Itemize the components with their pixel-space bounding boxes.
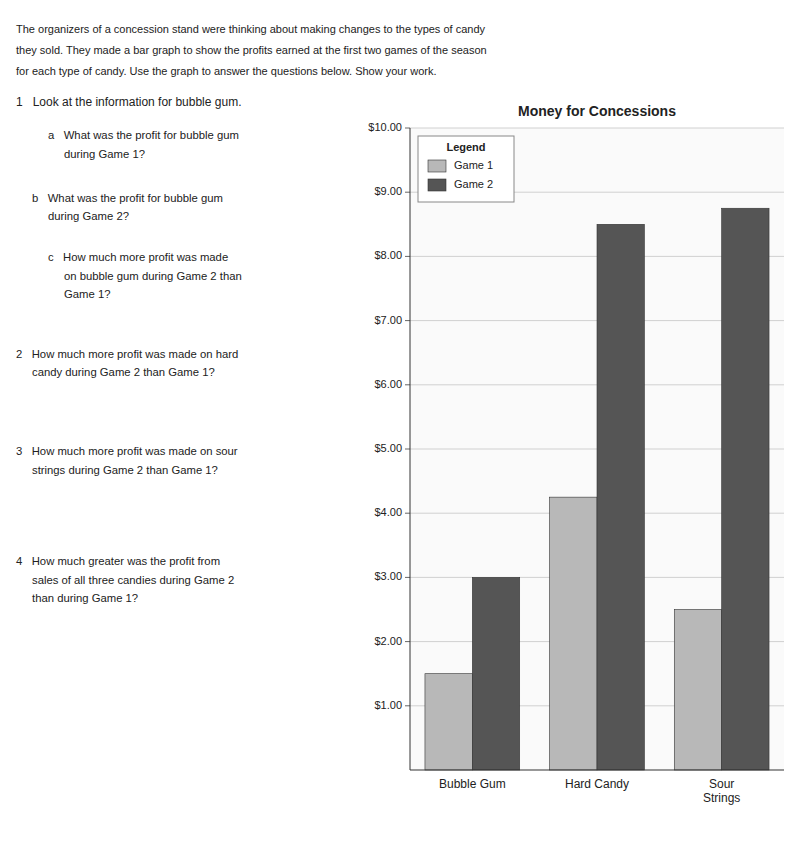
- plot-area: [410, 128, 784, 770]
- bar: [425, 674, 472, 770]
- page-text: The organizers of a concession stand wer…: [16, 23, 486, 35]
- y-tick: [405, 641, 410, 642]
- legend-entry: Game 2: [454, 178, 493, 190]
- bar: [722, 208, 769, 770]
- y-tick: [405, 320, 410, 321]
- page: The organizers of a concession stand wer…: [0, 0, 798, 844]
- page-text: 3 How much more profit was made on sour: [16, 445, 238, 457]
- y-tick: [405, 449, 410, 450]
- legend-swatch: [428, 179, 446, 191]
- legend-title: Legend: [446, 141, 485, 153]
- y-tick-label: $3.00: [374, 570, 402, 582]
- chart-title: Money for Concessions: [518, 103, 676, 119]
- page-text: on bubble gum during Game 2 than: [64, 270, 242, 282]
- y-tick-label: $1.00: [374, 699, 402, 711]
- legend: Legend Game 1 Game 2: [418, 136, 514, 202]
- y-tick-label: $9.00: [374, 185, 402, 197]
- page-text: 4 How much greater was the profit from: [16, 555, 220, 567]
- bar: [597, 224, 644, 770]
- y-tick-label: $10.00: [368, 121, 402, 133]
- x-tick-label: Bubble Gum: [439, 777, 506, 791]
- x-tick-label: Hard Candy: [565, 777, 629, 791]
- bar: [550, 497, 597, 770]
- x-tick-label: SourStrings: [703, 777, 740, 805]
- legend-box: [418, 136, 514, 202]
- page-text: 2 How much more profit was made on hard: [16, 348, 238, 360]
- y-tick-label: $2.00: [374, 635, 402, 647]
- y-tick-label: $6.00: [374, 378, 402, 390]
- page-text: they sold. They made a bar graph to show…: [16, 44, 487, 56]
- y-tick: [405, 192, 410, 193]
- y-tick-label: $8.00: [374, 249, 402, 261]
- y-tick-label: $5.00: [374, 442, 402, 454]
- y-tick: [405, 513, 410, 514]
- page-text: c How much more profit was made: [48, 251, 228, 263]
- y-tick: [405, 384, 410, 385]
- bar: [472, 577, 519, 770]
- grid-line: [410, 128, 784, 129]
- y-tick: [405, 577, 410, 578]
- page-text: for each type of candy. Use the graph to…: [16, 65, 436, 77]
- page-text: during Game 1?: [64, 148, 145, 160]
- page-text: b What was the profit for bubble gum: [32, 192, 223, 204]
- y-tick-label: $7.00: [374, 314, 402, 326]
- page-text: Game 1?: [64, 288, 110, 300]
- legend-swatch: [428, 160, 446, 172]
- y-tick: [405, 256, 410, 257]
- y-tick: [405, 128, 410, 129]
- y-axis: [410, 128, 411, 770]
- bar: [674, 610, 721, 771]
- page-text: strings during Game 2 than Game 1?: [32, 464, 218, 476]
- y-tick: [405, 705, 410, 706]
- page-text: during Game 2?: [48, 210, 129, 222]
- page-text: a What was the profit for bubble gum: [48, 129, 239, 141]
- page-text: 1 Look at the information for bubble gum…: [16, 95, 241, 109]
- page-text: candy during Game 2 than Game 1?: [32, 366, 215, 378]
- legend-entry: Game 1: [454, 159, 493, 171]
- y-tick-label: $4.00: [374, 506, 402, 518]
- page-text: sales of all three candies during Game 2: [32, 574, 234, 586]
- x-axis: [410, 770, 784, 771]
- page-text: than during Game 1?: [32, 592, 138, 604]
